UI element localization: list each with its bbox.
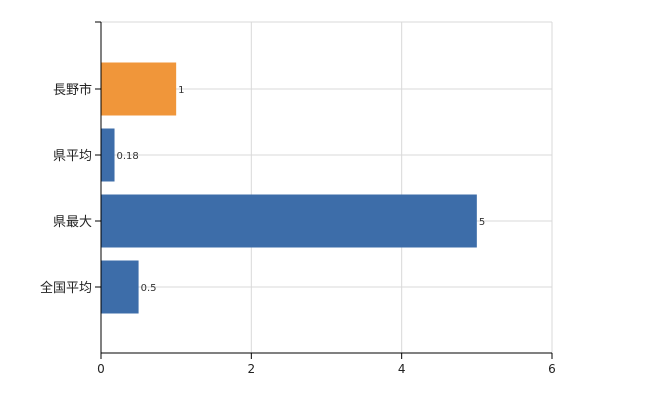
data-label: 5 (479, 217, 485, 228)
category-label: 長野市 (53, 82, 92, 98)
category-label: 県平均 (53, 149, 92, 164)
category-label: 全国平均 (40, 280, 92, 296)
bar-3 (101, 194, 477, 248)
x-tick-label: 2 (248, 362, 256, 376)
x-tick-label: 4 (398, 362, 406, 376)
bars (101, 62, 477, 314)
bar-2 (101, 128, 115, 182)
x-tick-label: 6 (548, 362, 556, 376)
bar-4 (101, 260, 139, 314)
x-tick-label: 0 (97, 362, 105, 376)
category-label: 県最大 (53, 215, 92, 230)
data-label: 1 (178, 85, 184, 96)
axes (95, 21, 553, 359)
data-label: 0.5 (141, 283, 157, 294)
bar-1 (101, 62, 177, 116)
data-label: 0.18 (117, 151, 139, 162)
